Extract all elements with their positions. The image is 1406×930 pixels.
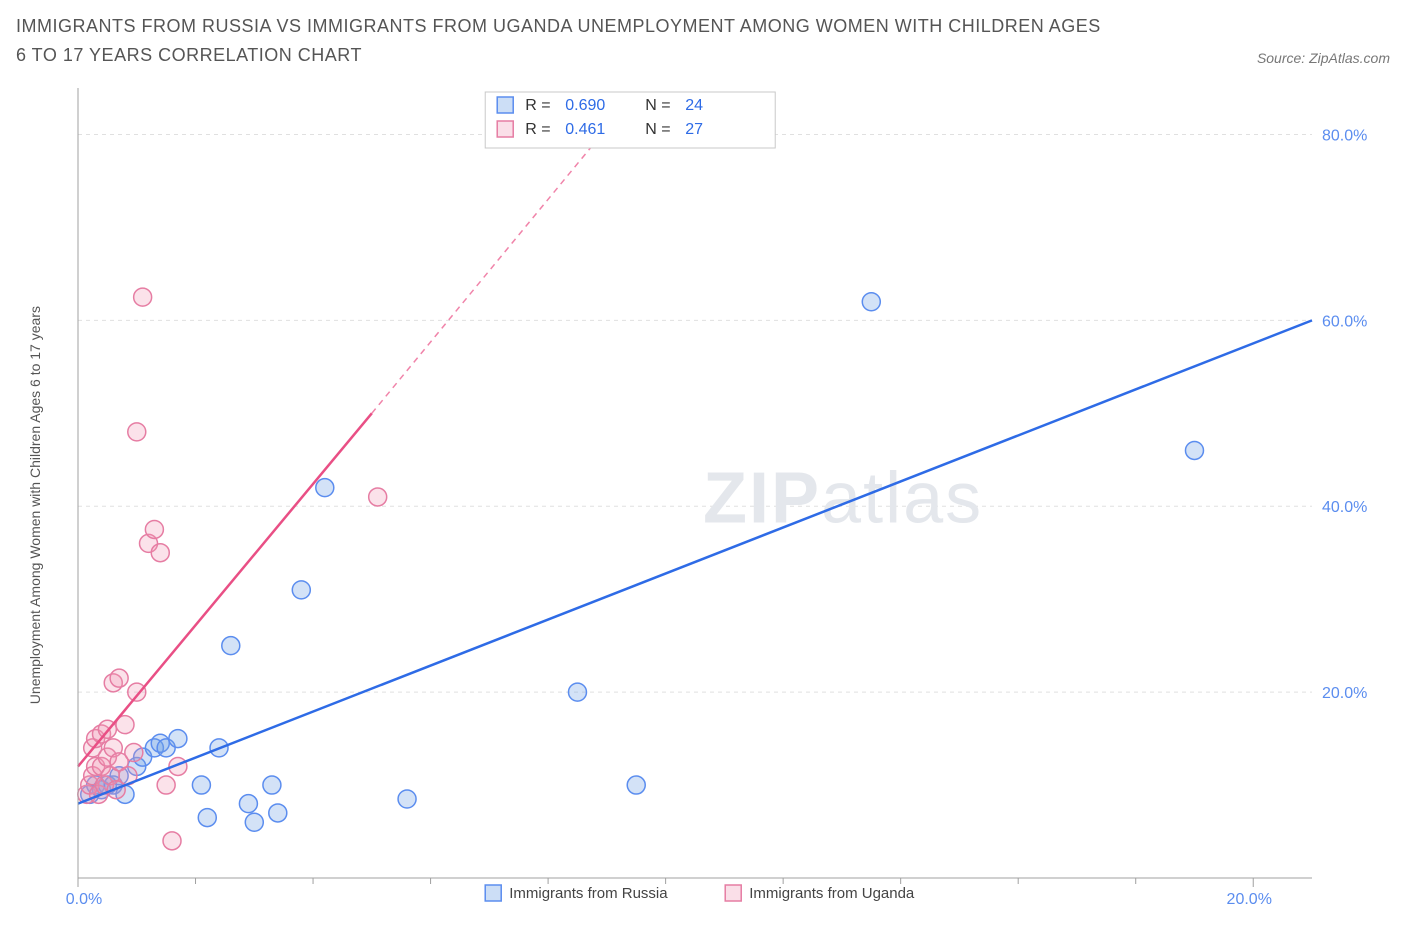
russia-point: [568, 683, 586, 701]
russia-point: [222, 637, 240, 655]
uganda-trendline-extrapolated: [372, 107, 625, 414]
y-axis-label: Unemployment Among Women with Children A…: [27, 306, 43, 704]
russia-point: [263, 776, 281, 794]
svg-text:N =: N =: [645, 97, 670, 114]
uganda-point: [128, 683, 146, 701]
uganda-point: [134, 288, 152, 306]
uganda-point: [163, 832, 181, 850]
scatter-chart: ZIPatlas 0.0% 20.0% 20.0% 40.0% 60.0% 80.0% Une…: [16, 80, 1390, 914]
watermark: ZIPatlas: [703, 459, 983, 539]
russia-point: [1185, 441, 1203, 459]
russia-point: [169, 730, 187, 748]
source-label: Source: ZipAtlas.com: [1257, 50, 1390, 70]
russia-point: [398, 790, 416, 808]
y-tick-label: 80.0%: [1322, 127, 1367, 144]
russia-point: [198, 809, 216, 827]
russia-point: [862, 293, 880, 311]
series-label: Immigrants from Russia: [509, 885, 668, 902]
n-value: 27: [685, 121, 703, 138]
russia-point: [627, 776, 645, 794]
chart-svg: ZIPatlas 0.0% 20.0% 20.0% 40.0% 60.0% 80.0% Une…: [16, 80, 1390, 914]
y-tick-label: 60.0%: [1322, 313, 1367, 330]
header: IMMIGRANTS FROM RUSSIA VS IMMIGRANTS FRO…: [0, 0, 1406, 78]
russia-point: [316, 479, 334, 497]
uganda-point: [110, 669, 128, 687]
uganda-point: [145, 520, 163, 538]
russia-point: [245, 813, 263, 831]
uganda-trendline: [78, 413, 372, 766]
n-value: 24: [685, 97, 703, 114]
uganda-point: [151, 544, 169, 562]
x-tick-label: 0.0%: [66, 891, 102, 908]
russia-point: [269, 804, 287, 822]
russia-point: [192, 776, 210, 794]
legend-swatch-russia: [497, 97, 513, 113]
uganda-point: [369, 488, 387, 506]
r-value: 0.461: [565, 121, 605, 138]
uganda-point: [128, 423, 146, 441]
bottom-swatch-russia: [485, 885, 501, 901]
russia-trendline: [78, 320, 1312, 803]
r-value: 0.690: [565, 97, 605, 114]
y-tick-label: 40.0%: [1322, 499, 1367, 516]
y-tick-label: 20.0%: [1322, 685, 1367, 702]
series-label: Immigrants from Uganda: [749, 885, 915, 902]
chart-title: IMMIGRANTS FROM RUSSIA VS IMMIGRANTS FRO…: [16, 12, 1116, 70]
svg-text:N =: N =: [645, 121, 670, 138]
svg-text:R =: R =: [525, 97, 550, 114]
uganda-point: [157, 776, 175, 794]
russia-point: [239, 795, 257, 813]
x-tick-label: 20.0%: [1227, 891, 1272, 908]
legend-swatch-uganda: [497, 121, 513, 137]
uganda-point: [125, 744, 143, 762]
bottom-swatch-uganda: [725, 885, 741, 901]
russia-point: [292, 581, 310, 599]
svg-text:R =: R =: [525, 121, 550, 138]
